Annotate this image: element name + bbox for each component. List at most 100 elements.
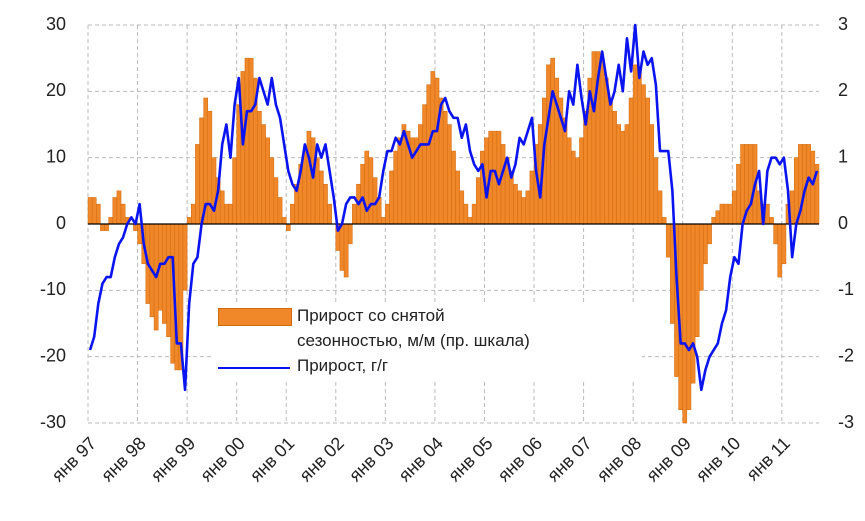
y2-tick-label: 3: [838, 14, 848, 34]
bar: [723, 203, 729, 225]
bar: [628, 97, 634, 225]
bar: [451, 150, 456, 225]
bar: [186, 217, 192, 225]
bar: [211, 157, 217, 225]
bar: [182, 223, 188, 291]
bar: [397, 137, 403, 225]
bar: [550, 57, 555, 225]
bar: [711, 217, 717, 225]
bar: [323, 183, 328, 225]
bar: [360, 164, 365, 225]
bar: [575, 157, 580, 225]
bar: [244, 57, 250, 225]
y-tick-label: 10: [46, 146, 66, 166]
bar: [310, 137, 316, 225]
bar: [166, 223, 171, 338]
y-tick-label: 20: [46, 80, 66, 100]
bar: [694, 223, 700, 338]
bar: [195, 144, 200, 225]
bar: [727, 203, 733, 225]
bar: [632, 64, 638, 225]
bar: [579, 137, 584, 225]
bar: [570, 150, 576, 225]
legend-swatch: [218, 308, 292, 326]
bar: [364, 150, 370, 225]
bar: [380, 217, 386, 225]
legend-label: Прирост со снятой сезонностью, м/м (пр. …: [297, 306, 530, 350]
bar: [517, 190, 522, 225]
bar: [112, 197, 118, 225]
y-tick-label: -10: [40, 279, 66, 299]
bar: [732, 190, 737, 225]
bar: [665, 223, 671, 258]
bar: [422, 104, 427, 225]
x-tick-label: янв 03: [345, 433, 398, 486]
bar: [447, 124, 452, 225]
bar: [773, 223, 778, 245]
bar: [319, 170, 324, 225]
bar: [232, 157, 237, 225]
bar: [641, 84, 646, 225]
bar: [703, 223, 708, 265]
bar: [471, 203, 477, 225]
x-tick-label: янв 00: [196, 433, 249, 486]
bar: [455, 170, 460, 225]
bar: [500, 144, 506, 225]
bar: [314, 157, 320, 225]
bar: [777, 223, 783, 278]
x-tick-label: янв 08: [593, 433, 646, 486]
bar: [352, 203, 357, 225]
bar: [480, 150, 485, 225]
bar: [368, 157, 374, 225]
bar: [281, 217, 287, 225]
bar: [657, 190, 663, 225]
bar: [562, 117, 568, 225]
y-tick-label: 0: [56, 213, 66, 233]
bar: [591, 51, 597, 225]
y2-tick-label: 2: [838, 80, 848, 100]
x-tick-label: янв 01: [246, 433, 299, 486]
bar: [162, 223, 167, 324]
bar: [96, 203, 101, 225]
bar: [385, 203, 390, 225]
x-tick-label: янв 07: [543, 433, 596, 486]
x-tick-label: янв 06: [494, 433, 547, 486]
bar: [624, 124, 630, 225]
bar: [393, 150, 398, 225]
line: [88, 23, 819, 392]
bar: [327, 203, 332, 225]
bar: [236, 104, 242, 225]
bar: [339, 223, 345, 271]
bar: [616, 124, 622, 225]
bar: [91, 197, 97, 225]
y2-tick-label: -3: [838, 412, 854, 432]
bar: [513, 183, 518, 225]
bar: [793, 157, 799, 225]
x-tick-label: янв 04: [395, 433, 448, 486]
bar: [285, 223, 291, 231]
bar: [277, 197, 283, 225]
bar: [463, 203, 469, 225]
bar: [224, 203, 229, 225]
bar: [690, 223, 696, 384]
bar: [306, 130, 312, 225]
legend-swatch: [218, 367, 290, 369]
x-tick-label: янв 05: [444, 433, 497, 486]
bar: [740, 144, 745, 225]
bar: [108, 217, 114, 225]
y2-tick-label: -1: [838, 279, 854, 299]
bar: [347, 223, 353, 245]
bar: [719, 203, 725, 225]
bar: [509, 170, 514, 225]
bar: [104, 223, 109, 231]
bar: [649, 124, 655, 225]
bar: [100, 223, 105, 231]
bar: [261, 124, 266, 225]
bar: [219, 190, 225, 225]
bar: [273, 177, 279, 225]
bar: [87, 197, 93, 225]
legend-label: Прирост, г/г: [297, 356, 389, 375]
bar: [116, 190, 122, 225]
x-tick-label: янв 97: [48, 433, 101, 486]
